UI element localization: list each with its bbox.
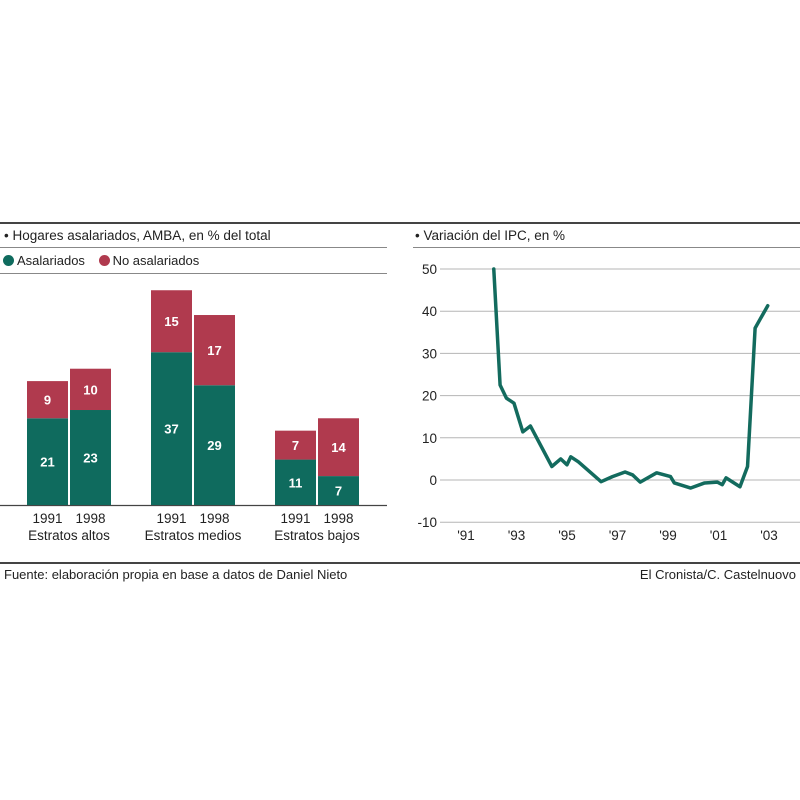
- group-label: Estratos bajos: [274, 528, 360, 543]
- legend: Asalariados No asalariados: [3, 253, 199, 268]
- ipc-line: [492, 267, 770, 490]
- x-tick-label: '95: [558, 528, 576, 543]
- line-chart-title: • Variación del IPC, en %: [415, 228, 566, 243]
- data-label: 23: [83, 451, 97, 466]
- x-tick-label: 1998: [323, 511, 353, 526]
- data-label: 14: [331, 440, 346, 455]
- y-tick-label: 20: [422, 389, 437, 404]
- x-tick-label: '91: [457, 528, 475, 543]
- bar-no-asalariados: [275, 430, 316, 460]
- bar-asalariados: [318, 476, 359, 505]
- bottom-rule: [0, 562, 800, 564]
- legend-swatch-teal: [3, 255, 14, 266]
- top-rule: [0, 222, 800, 224]
- y-tick-label: 50: [422, 262, 437, 277]
- data-label: 10: [83, 382, 97, 397]
- data-label: 21: [40, 455, 54, 470]
- data-label: 37: [164, 422, 178, 437]
- legend-label: No asalariados: [112, 253, 200, 268]
- data-label: 15: [164, 314, 178, 329]
- bar-chart-title: • Hogares asalariados, AMBA, en % del to…: [4, 228, 271, 243]
- bar-asalariados: [194, 385, 235, 505]
- x-tick-label: '03: [760, 528, 778, 543]
- legend-no-asalariados: No asalariados: [98, 253, 200, 268]
- source-note: Fuente: elaboración propia en base a dat…: [4, 567, 348, 582]
- y-tick-label: 30: [422, 346, 437, 361]
- data-label: 17: [207, 343, 221, 358]
- x-tick-label: '97: [609, 528, 627, 543]
- bar-asalariados: [151, 352, 192, 505]
- x-tick-label: 1998: [199, 511, 229, 526]
- divider: [0, 273, 387, 274]
- x-tick-label: 1991: [156, 511, 186, 526]
- legend-asalariados: Asalariados: [3, 253, 85, 268]
- x-tick-label: '01: [710, 528, 728, 543]
- bar-no-asalariados: [27, 381, 68, 419]
- data-label: 11: [289, 475, 303, 490]
- bar-no-asalariados: [318, 418, 359, 477]
- y-tick-label: 40: [422, 304, 437, 319]
- group-label: Estratos altos: [28, 528, 110, 543]
- divider: [413, 247, 800, 248]
- x-tick-label: 1991: [280, 511, 310, 526]
- data-label: 7: [335, 484, 342, 499]
- legend-swatch-red: [98, 255, 110, 266]
- x-tick-label: '93: [508, 528, 526, 543]
- divider: [0, 247, 387, 248]
- x-tick-label: 1998: [75, 511, 105, 526]
- data-label: 7: [292, 438, 299, 453]
- bar-no-asalariados: [151, 290, 192, 353]
- bar-asalariados: [275, 459, 316, 505]
- y-tick-label: -10: [417, 515, 437, 530]
- bar-no-asalariados: [70, 368, 111, 411]
- bar-asalariados: [70, 410, 111, 505]
- bar-no-asalariados: [194, 315, 235, 386]
- y-tick-label: 10: [422, 431, 437, 446]
- data-label: 29: [207, 438, 221, 453]
- bar-asalariados: [27, 418, 68, 505]
- group-label: Estratos medios: [145, 528, 242, 543]
- data-label: 9: [44, 393, 51, 408]
- legend-label: Asalariados: [17, 253, 85, 268]
- y-tick-label: 0: [429, 473, 437, 488]
- credit: El Cronista/C. Castelnuovo: [639, 567, 796, 582]
- x-tick-label: 1991: [32, 511, 62, 526]
- x-tick-label: '99: [659, 528, 677, 543]
